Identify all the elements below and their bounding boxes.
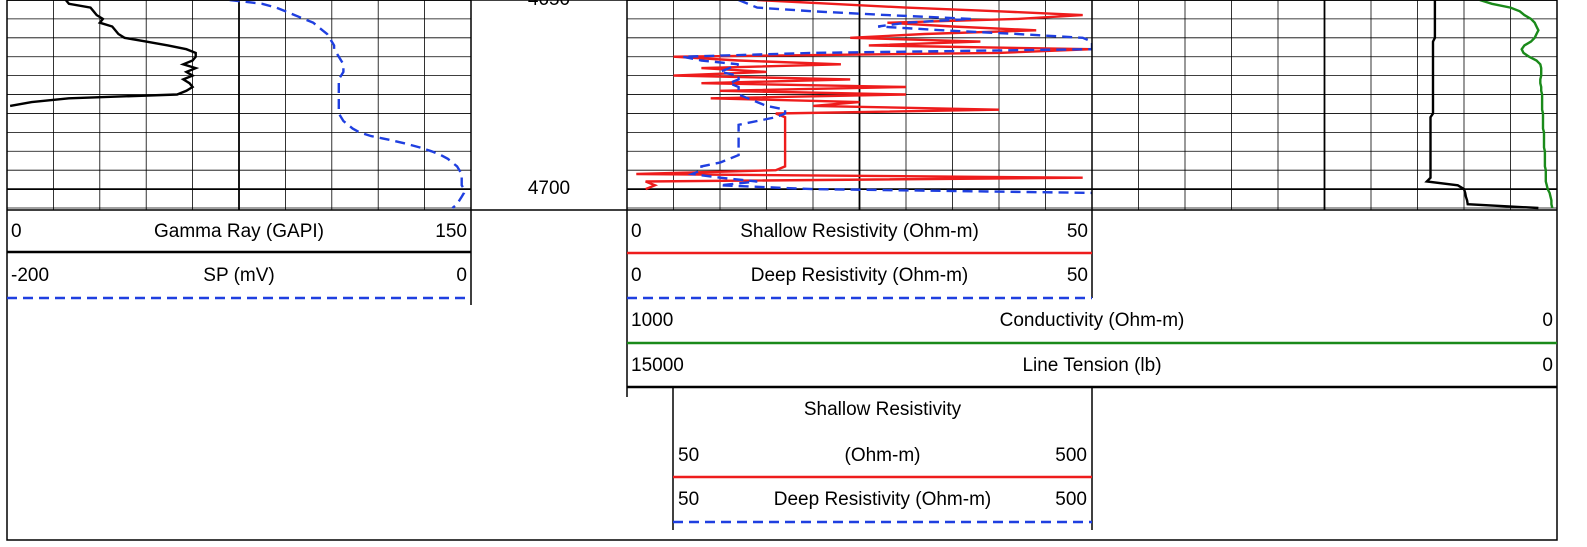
curve-name: Conductivity (Ohm-m)	[1000, 310, 1185, 331]
log-curve	[9, 0, 200, 108]
scale-right: 0	[1542, 310, 1553, 331]
depth-label: 4700	[528, 178, 570, 199]
backup-right: 500	[1055, 489, 1087, 510]
curve-name: Line Tension (lb)	[1022, 355, 1161, 376]
scale-left: 0	[631, 265, 642, 286]
backup-name: Shallow Resistivity	[804, 399, 962, 420]
scale-left: 1000	[631, 310, 673, 331]
scale-left: 0	[11, 221, 22, 242]
scale-left: 15000	[631, 355, 684, 376]
grid: 4650 4700	[7, 0, 1557, 210]
backup-left: 50	[678, 445, 699, 466]
scale-left: -200	[11, 265, 49, 286]
backup-left: 50	[678, 489, 699, 510]
scale-right: 0	[456, 265, 467, 286]
scale-left: 0	[631, 221, 642, 242]
curve-name: Shallow Resistivity (Ohm-m)	[740, 221, 979, 242]
log-curve	[1424, 0, 1539, 210]
log-curve	[229, 0, 466, 209]
log-curve	[682, 0, 1092, 195]
header: 0 Gamma Ray (GAPI) 150 -200 SP (mV) 0 0 Shallow…	[6, 0, 1558, 541]
scale-right: 50	[1067, 265, 1088, 286]
curve-name: Gamma Ray (GAPI)	[154, 221, 324, 242]
scale-right: 50	[1067, 221, 1088, 242]
backup-name: (Ohm-m)	[845, 445, 921, 466]
backup-right: 500	[1055, 445, 1087, 466]
log-curve	[636, 0, 1092, 191]
scale-right: 150	[435, 221, 467, 242]
frame	[6, 0, 1558, 541]
backup-name: Deep Resistivity (Ohm-m)	[774, 489, 991, 510]
log-curve	[1479, 0, 1554, 209]
curves	[9, 0, 1554, 210]
curve-name: SP (mV)	[203, 265, 274, 286]
scale-right: 0	[1542, 355, 1553, 376]
depth-label: 4650	[528, 0, 570, 10]
curve-name: Deep Resistivity (Ohm-m)	[751, 265, 968, 286]
